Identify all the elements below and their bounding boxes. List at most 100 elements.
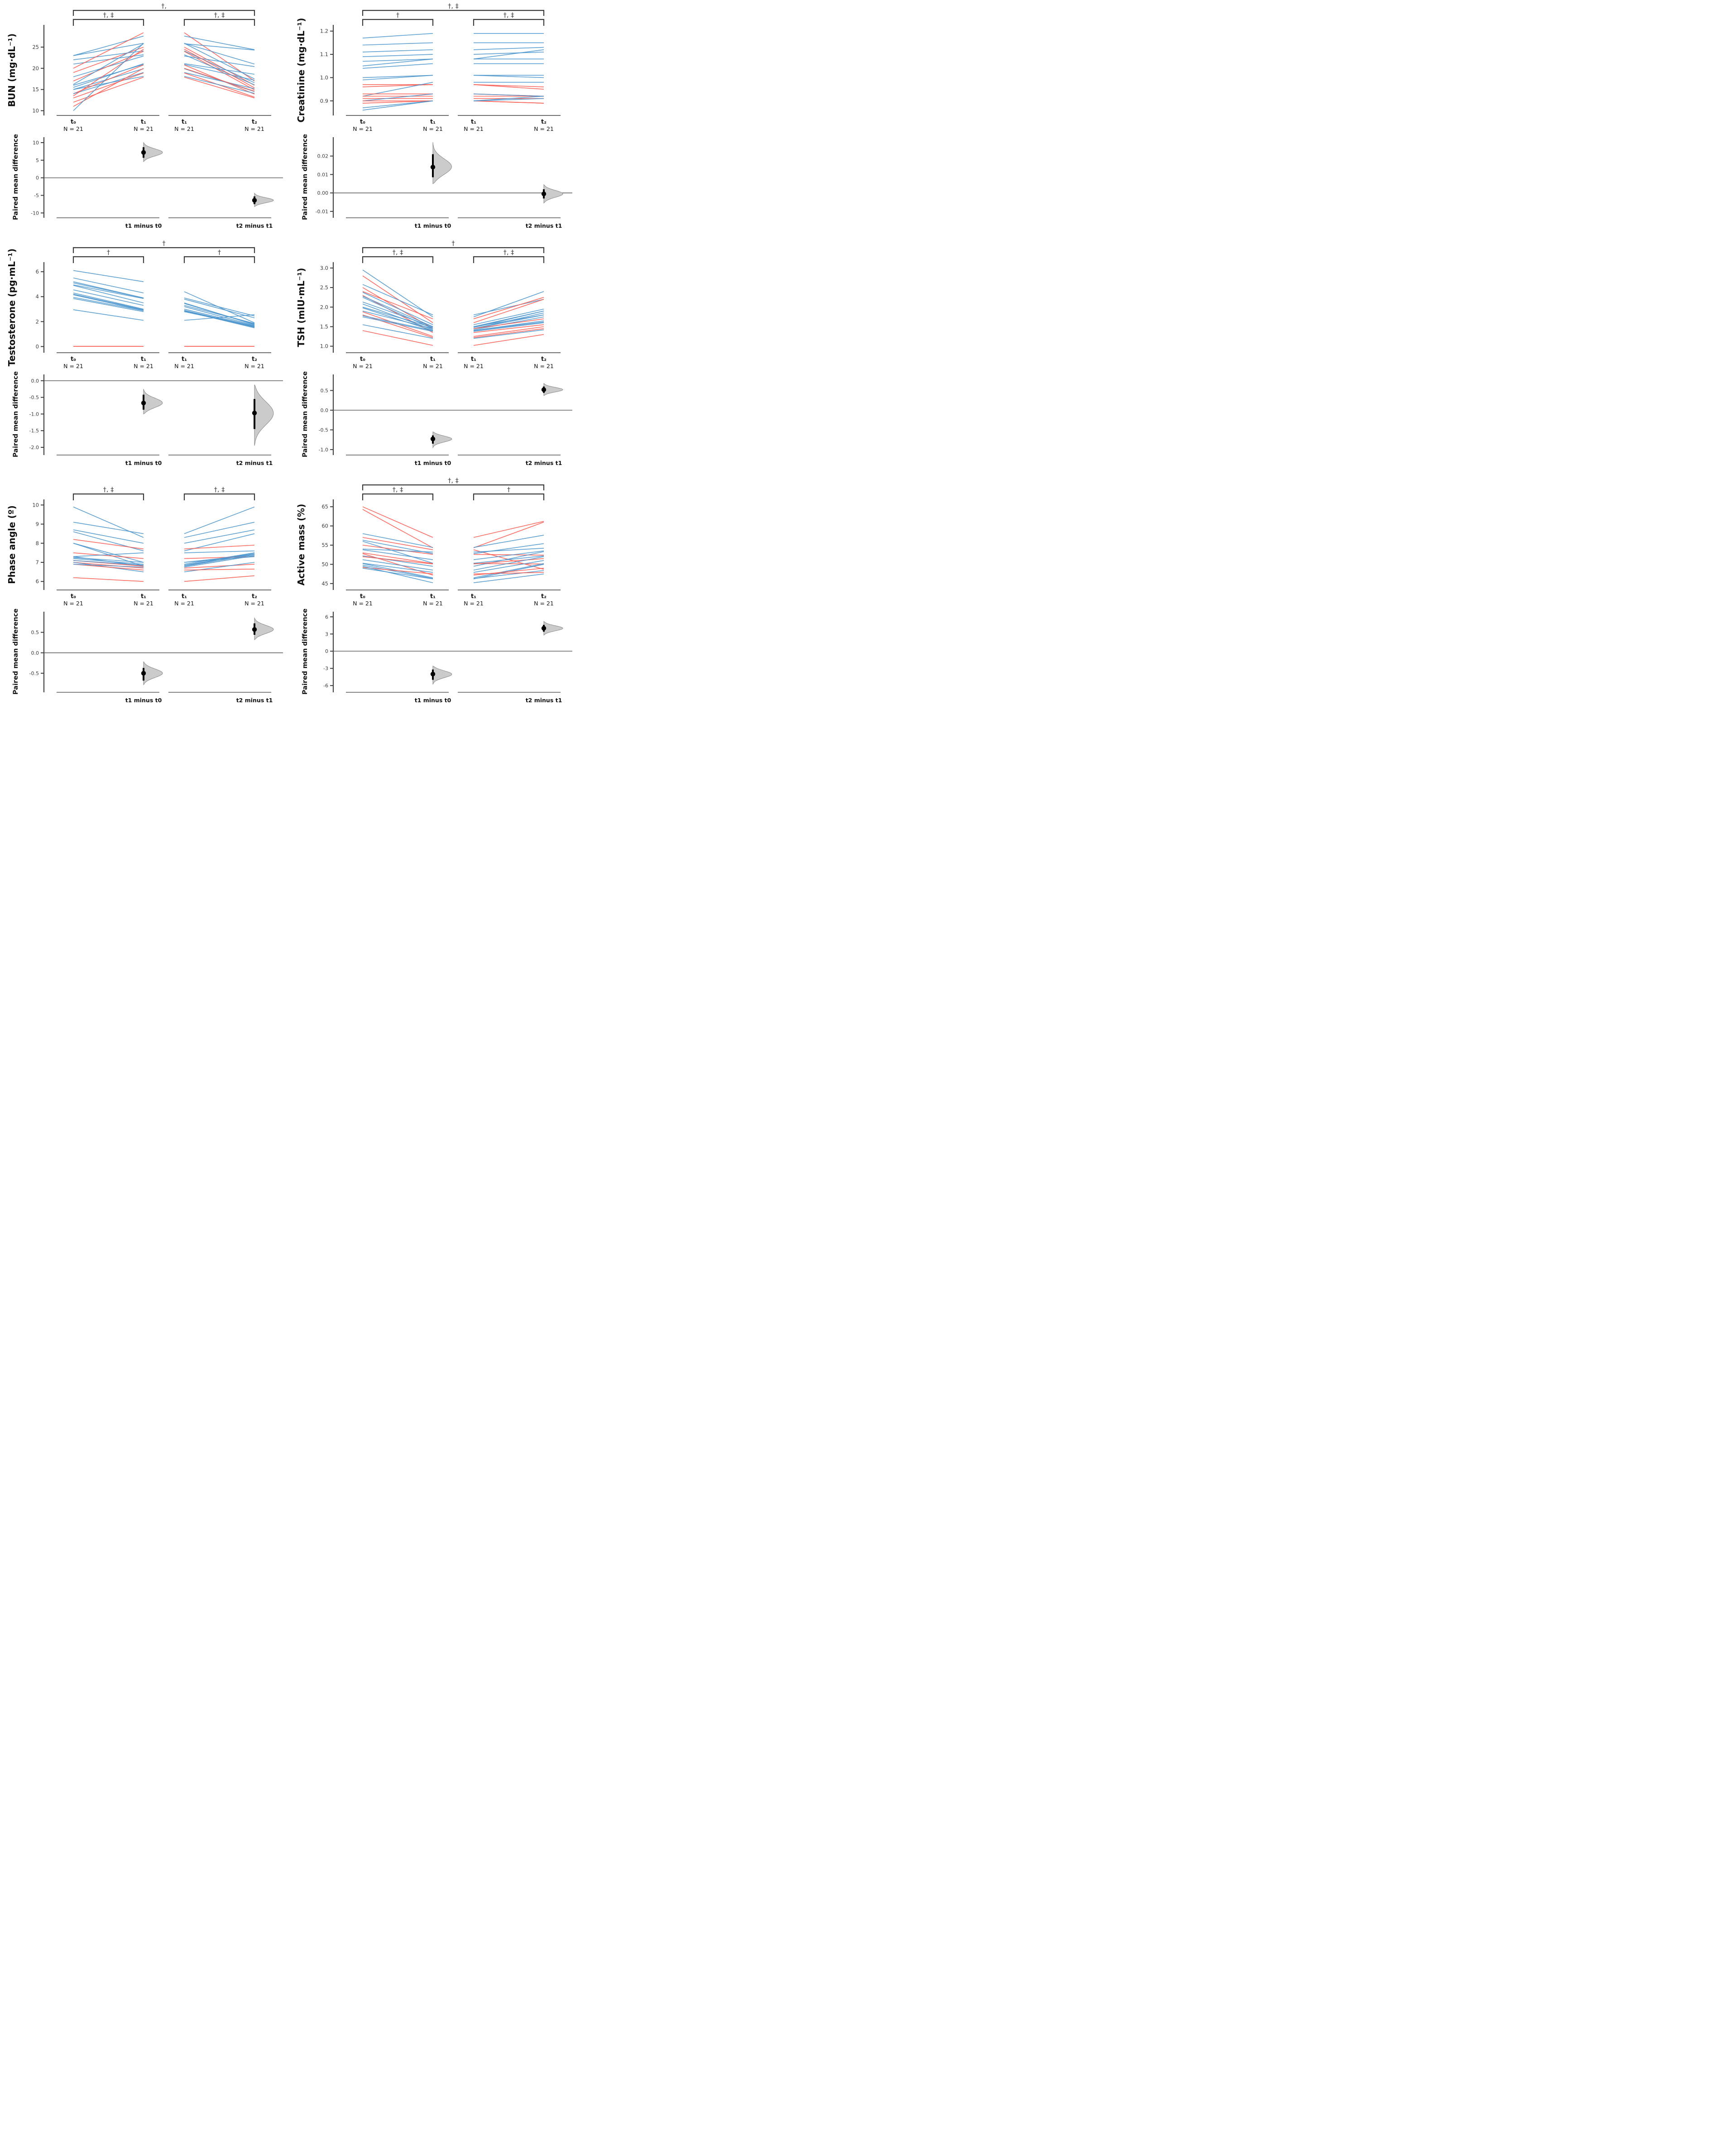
- slope-line: [73, 51, 144, 81]
- slope-line: [473, 522, 544, 548]
- n-label: N = 21: [423, 125, 443, 132]
- slope-line: [473, 558, 544, 565]
- slope-line: [184, 305, 254, 324]
- slope-line: [473, 84, 544, 87]
- slope-line: [473, 568, 544, 575]
- slope-line: [73, 298, 144, 312]
- creatinine-chart: †, ‡ † †, ‡ 0.9 1.0 1.1 1.2 Creatinine (mg·dL⁻¹…: [296, 3, 572, 229]
- y-tick-label: 20: [32, 65, 39, 72]
- slope-line: [73, 558, 144, 565]
- sig-bracket: [362, 19, 433, 26]
- slope-line: [73, 283, 144, 298]
- slope-line: [73, 278, 144, 293]
- slope-line: [73, 32, 144, 69]
- sig-bracket: [72, 10, 255, 16]
- slope-line: [362, 101, 433, 111]
- slope-line: [362, 292, 433, 325]
- slope-line: [473, 322, 544, 332]
- sig-bracket: [72, 493, 144, 500]
- timepoint-label: t₀: [71, 119, 76, 125]
- timepoint-label: t₀: [360, 593, 365, 600]
- y-tick-label: 2.5: [320, 284, 328, 291]
- sig-bracket: [183, 256, 255, 263]
- panel-creatinine: †, ‡ † †, ‡ 0.9 1.0 1.1 1.2 Creatinine (mg·dL⁻¹…: [289, 0, 579, 237]
- slope-line: [73, 284, 144, 299]
- sig-marker: †, ‡: [448, 477, 459, 484]
- y-tick-label: 1.1: [320, 51, 328, 58]
- sig-bracket: [473, 19, 544, 26]
- comparison-label: t2 minus t1: [525, 697, 562, 704]
- slope-line: [473, 75, 544, 78]
- n-label: N = 21: [134, 125, 153, 132]
- sig-bracket: [72, 247, 255, 253]
- y-tick-label: 65: [321, 503, 328, 510]
- diff-ylabel: Paired mean difference: [302, 371, 309, 457]
- slope-line: [362, 509, 433, 548]
- slope-line: [362, 533, 433, 548]
- slope-line: [73, 72, 144, 94]
- slope-line: [362, 559, 433, 570]
- y-tick-label: -0.5: [29, 671, 38, 676]
- sig-bracket: [362, 10, 544, 16]
- y-tick-label: 25: [32, 44, 39, 50]
- mean-dot: [541, 192, 546, 197]
- timepoint-label: t₂: [252, 593, 257, 600]
- y-tick-label: 6: [35, 578, 38, 585]
- timepoint-label: t₁: [430, 356, 436, 363]
- y-tick-label: -0.01: [315, 209, 328, 215]
- y-tick-label: 50: [321, 561, 328, 567]
- mean-dot: [141, 150, 146, 155]
- slope-line: [184, 554, 254, 567]
- slope-line: [473, 329, 544, 339]
- difference-violin: [143, 661, 163, 686]
- timepoint-label: t₁: [141, 356, 146, 363]
- diff-ylabel: Paired mean difference: [12, 371, 19, 457]
- sig-bracket: [183, 493, 255, 500]
- difference-violin: [254, 617, 274, 640]
- slope-line: [362, 316, 433, 332]
- slope-line: [184, 55, 254, 67]
- slope-line: [362, 75, 433, 81]
- timepoint-label: t₁: [471, 356, 476, 363]
- timepoint-label: t₁: [471, 593, 476, 600]
- comparison-label: t1 minus t0: [125, 222, 162, 229]
- y-tick-label: 9: [35, 521, 38, 527]
- slope-line: [362, 54, 433, 57]
- n-label: N = 21: [464, 125, 484, 132]
- y-tick-label: 2.0: [320, 304, 328, 310]
- slope-line: [362, 506, 433, 538]
- slope-line: [184, 76, 254, 94]
- sig-marker: †, ‡: [214, 486, 225, 494]
- y-tick-label: 3.0: [320, 265, 328, 271]
- sig-bracket: [362, 484, 544, 490]
- slope-ylabel: Active mass (%): [296, 504, 307, 586]
- estimation-figure: †, †, ‡ †, ‡ 10 15 20 25 BUN (mg·dL⁻¹) t₀ N = 21 t…: [0, 0, 579, 712]
- slope-line: [73, 522, 144, 534]
- slope-line: [473, 555, 544, 564]
- y-tick-label: 8: [35, 540, 38, 546]
- slope-ylabel: Phase angle (º): [6, 505, 17, 584]
- n-label: N = 21: [464, 600, 484, 607]
- panel-bun: †, †, ‡ †, ‡ 10 15 20 25 BUN (mg·dL⁻¹) t₀ N = 21 t…: [0, 0, 289, 237]
- sig-marker: †, ‡: [103, 486, 114, 494]
- slope-line: [73, 562, 144, 569]
- n-label: N = 21: [245, 600, 264, 607]
- comparison-label: t2 minus t1: [236, 460, 273, 466]
- panel-tsh: † †, ‡ †, ‡ 1.0 1.5 2.0 2.5 3.0 TSH (mIU·mL⁻¹) t₀…: [289, 237, 579, 475]
- mean-dot: [541, 626, 546, 631]
- y-tick-label: 0.9: [320, 98, 328, 104]
- sig-bracket: [72, 19, 144, 26]
- timepoint-label: t₁: [430, 593, 436, 600]
- timepoint-label: t₂: [541, 119, 547, 125]
- slope-line: [362, 307, 433, 331]
- slope-line: [184, 555, 254, 568]
- slope-line: [73, 529, 144, 544]
- y-tick-label: 0: [35, 343, 38, 350]
- slope-line: [73, 539, 144, 550]
- slope-line: [362, 33, 433, 38]
- slope-line: [473, 49, 544, 60]
- sig-marker: †: [507, 486, 510, 494]
- panel-active-mass: †, ‡ †, ‡ † 45 50 55 60 65 Active mass (%) t₀ N = …: [289, 475, 579, 712]
